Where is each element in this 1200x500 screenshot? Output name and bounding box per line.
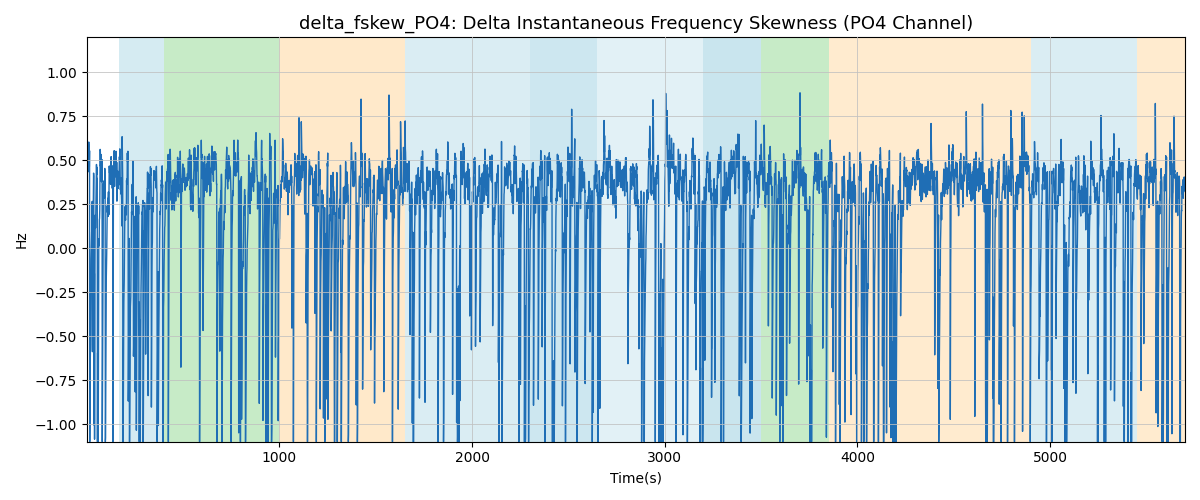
Bar	[1136, 38, 1186, 442]
Bar	[530, 38, 598, 442]
Bar	[280, 38, 404, 442]
Bar	[761, 38, 828, 442]
X-axis label: Time(s): Time(s)	[610, 471, 662, 485]
Bar	[828, 38, 1031, 442]
Bar	[1031, 38, 1136, 442]
Bar	[120, 38, 163, 442]
Bar	[163, 38, 280, 442]
Y-axis label: Hz: Hz	[14, 230, 29, 248]
Title: delta_fskew_PO4: Delta Instantaneous Frequency Skewness (PO4 Channel): delta_fskew_PO4: Delta Instantaneous Fre…	[299, 15, 973, 34]
Bar	[703, 38, 761, 442]
Bar	[598, 38, 703, 442]
Bar	[404, 38, 530, 442]
